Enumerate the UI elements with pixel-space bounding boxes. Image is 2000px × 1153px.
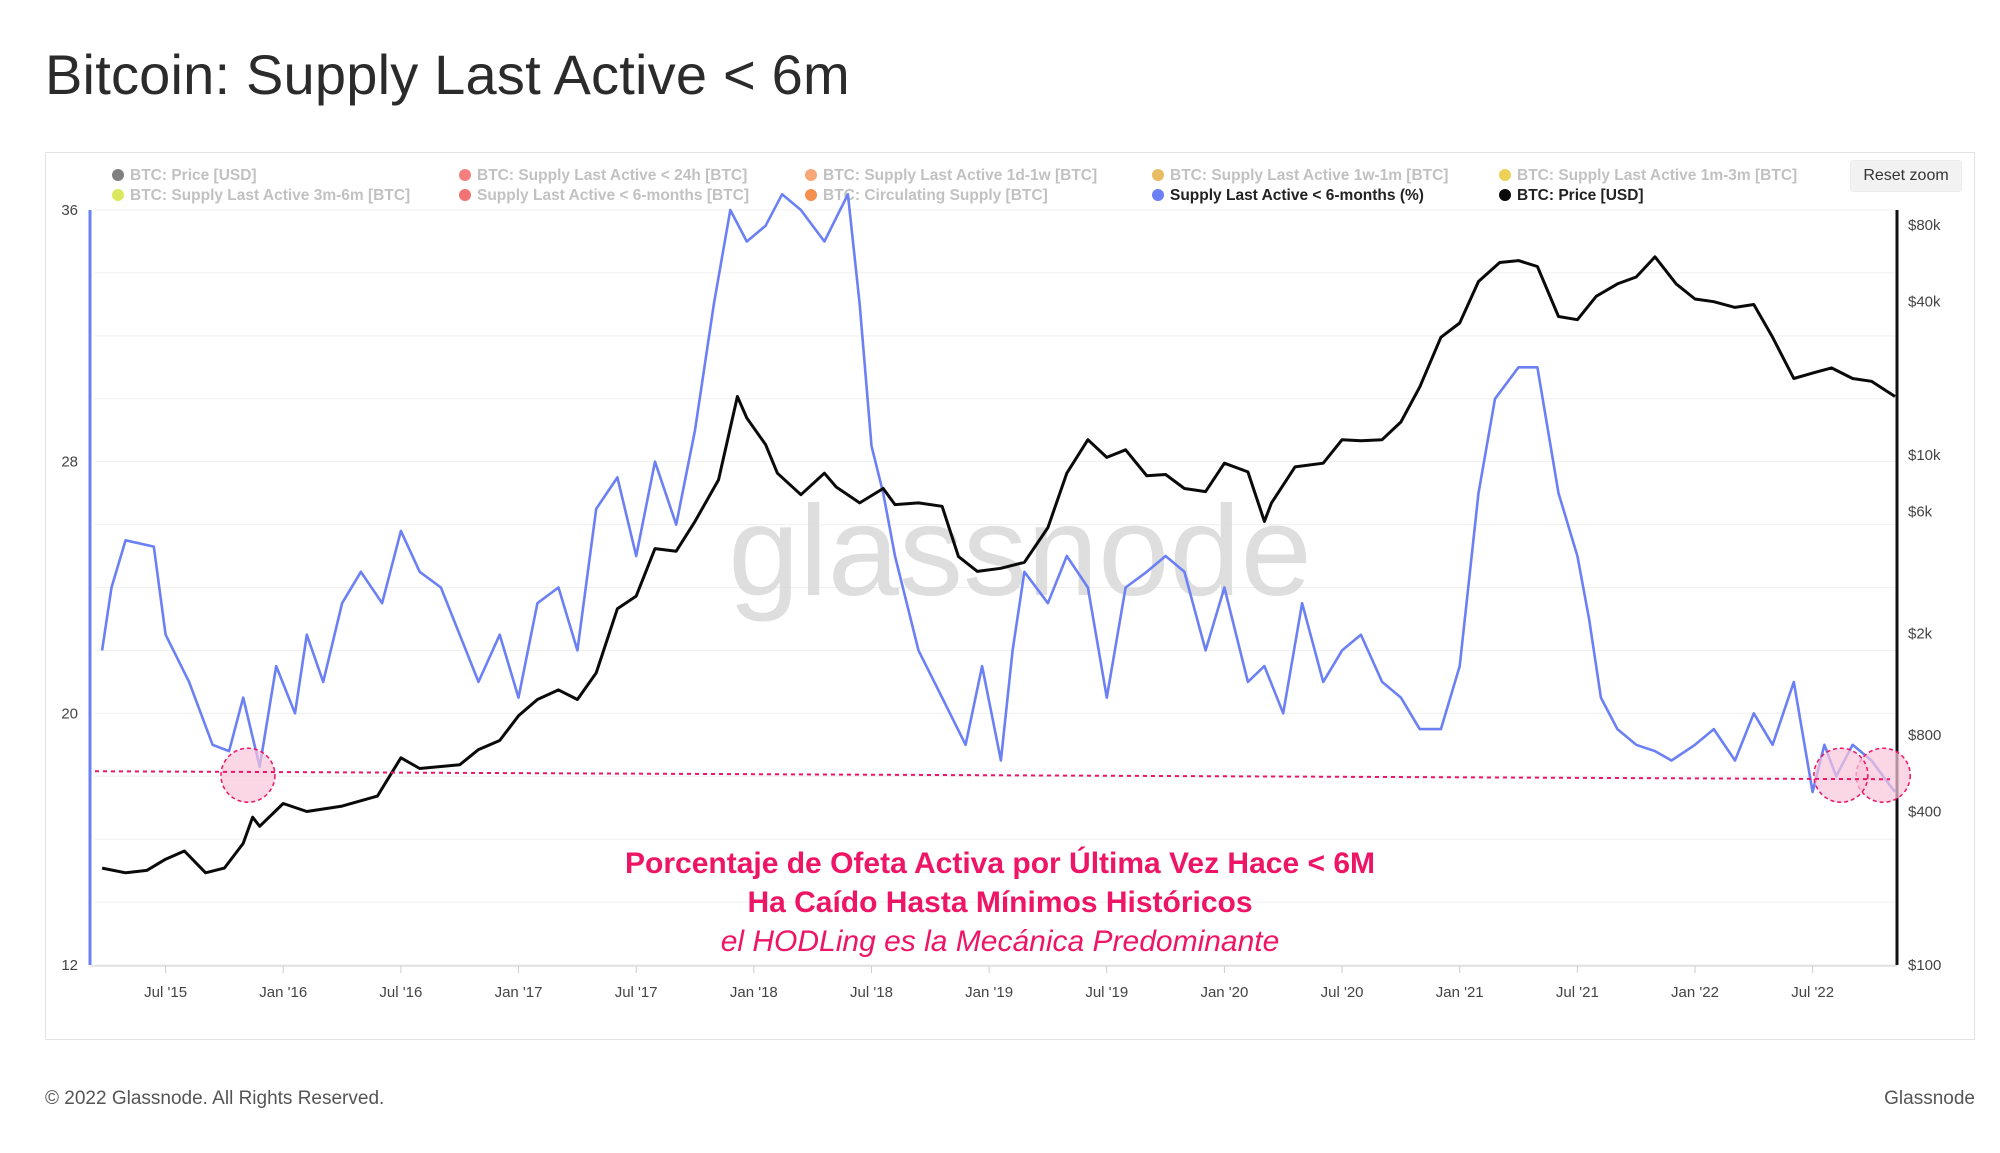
x-tick-label: Jul '20 [1321, 984, 1364, 1001]
legend-marker [1152, 169, 1164, 181]
x-tick-label: Jul '17 [615, 984, 658, 1001]
x-tick-label: Jul '22 [1791, 984, 1834, 1001]
x-tick-label: Jul '21 [1556, 984, 1599, 1001]
legend-label: BTC: Supply Last Active 1m-3m [BTC] [1517, 167, 1797, 184]
legend[interactable]: BTC: Price [USD] BTC: Supply Last Active … [112, 167, 1797, 204]
footer-copyright: © 2022 Glassnode. All Rights Reserved. [45, 1088, 385, 1109]
x-tick-label: Jul '19 [1085, 984, 1128, 1001]
legend-marker [1499, 189, 1511, 201]
legend-label: BTC: Price [USD] [1517, 187, 1644, 204]
y-left-tick-label: 20 [61, 705, 78, 722]
x-tick-label: Jan '18 [730, 984, 778, 1001]
y-left-tick-label: 36 [61, 202, 78, 219]
legend-label: Supply Last Active < 6-months [BTC] [477, 187, 749, 204]
legend-label: BTC: Supply Last Active 1d-1w [BTC] [823, 167, 1097, 184]
x-tick-label: Jul '16 [379, 984, 422, 1001]
x-tick-label: Jan '20 [1200, 984, 1248, 1001]
legend-item[interactable]: BTC: Supply Last Active 3m-6m [BTC] [112, 187, 410, 204]
legend-item[interactable]: BTC: Supply Last Active 1w-1m [BTC] [1152, 167, 1448, 184]
legend-item[interactable]: BTC: Price [USD] [1499, 187, 1644, 204]
y-right-tick-label: $400 [1908, 804, 1941, 821]
series-btc-price-line [101, 255, 1896, 875]
legend-item[interactable]: BTC: Supply Last Active < 24h [BTC] [459, 167, 747, 184]
y-right-tick-label: $2k [1908, 625, 1933, 642]
legend-label: Supply Last Active < 6-months (%) [1170, 187, 1424, 204]
legend-item[interactable]: BTC: Circulating Supply [BTC] [805, 187, 1048, 204]
x-tick-label: Jan '22 [1671, 984, 1719, 1001]
legend-item[interactable]: BTC: Price [USD] [112, 167, 257, 184]
reset-zoom-button[interactable]: Reset zoom [1850, 160, 1962, 192]
series [100, 193, 1897, 875]
legend-marker [459, 189, 471, 201]
footer-brand: Glassnode [1884, 1088, 1975, 1109]
legend-label: BTC: Supply Last Active 1w-1m [BTC] [1170, 167, 1448, 184]
annotations: Porcentaje de Ofeta Activa por Última Ve… [94, 747, 1911, 958]
page-title: Bitcoin: Supply Last Active < 6m [45, 43, 850, 106]
y-left-tick-label: 12 [61, 957, 78, 974]
x-tick-label: Jan '17 [495, 984, 543, 1001]
legend-marker [459, 169, 471, 181]
legend-item[interactable]: BTC: Supply Last Active 1d-1w [BTC] [805, 167, 1097, 184]
highlight-circle [220, 747, 276, 803]
x-tick-label: Jul '18 [850, 984, 893, 1001]
legend-marker [805, 189, 817, 201]
legend-label: BTC: Supply Last Active 3m-6m [BTC] [130, 187, 410, 204]
axes: 12 20 28 36 $100 $400 $800 $2k $6k $10k $40k $80k Ju… [61, 202, 1941, 1001]
legend-item[interactable]: Supply Last Active < 6-months [BTC] [459, 187, 749, 204]
highlight-circle [1813, 747, 1869, 803]
legend-item[interactable]: Supply Last Active < 6-months (%) [1152, 187, 1424, 204]
y-left-tick-label: 28 [61, 454, 78, 471]
y-right-tick-label: $10k [1908, 447, 1941, 464]
threshold-line [94, 770, 1891, 781]
series-supply-percent-line [100, 193, 1897, 794]
annotation-line-2: Ha Caído Hasta Mínimos Históricos [747, 886, 1252, 919]
legend-marker [1152, 189, 1164, 201]
legend-marker [112, 189, 124, 201]
x-tick-label: Jan '19 [965, 984, 1013, 1001]
y-right-tick-label: $6k [1908, 504, 1933, 521]
x-tick-label: Jul '15 [144, 984, 187, 1001]
legend-marker [112, 169, 124, 181]
legend-label: BTC: Price [USD] [130, 167, 257, 184]
legend-item[interactable]: BTC: Supply Last Active 1m-3m [BTC] [1499, 167, 1797, 184]
legend-label: BTC: Circulating Supply [BTC] [823, 187, 1048, 204]
y-right-tick-label: $80k [1908, 217, 1941, 234]
y-right-tick-label: $100 [1908, 957, 1941, 974]
annotation-line-3: el HODLing es la Mecánica Predominante [721, 925, 1280, 958]
x-tick-label: Jan '16 [259, 984, 307, 1001]
y-right-tick-label: $800 [1908, 727, 1941, 744]
y-right-tick-label: $40k [1908, 294, 1941, 311]
legend-marker [805, 169, 817, 181]
legend-marker [1499, 169, 1511, 181]
legend-label: BTC: Supply Last Active < 24h [BTC] [477, 167, 747, 184]
annotation-line-1: Porcentaje de Ofeta Activa por Última Ve… [625, 846, 1375, 880]
chart-frame [45, 152, 1975, 1040]
x-tick-label: Jan '21 [1436, 984, 1484, 1001]
